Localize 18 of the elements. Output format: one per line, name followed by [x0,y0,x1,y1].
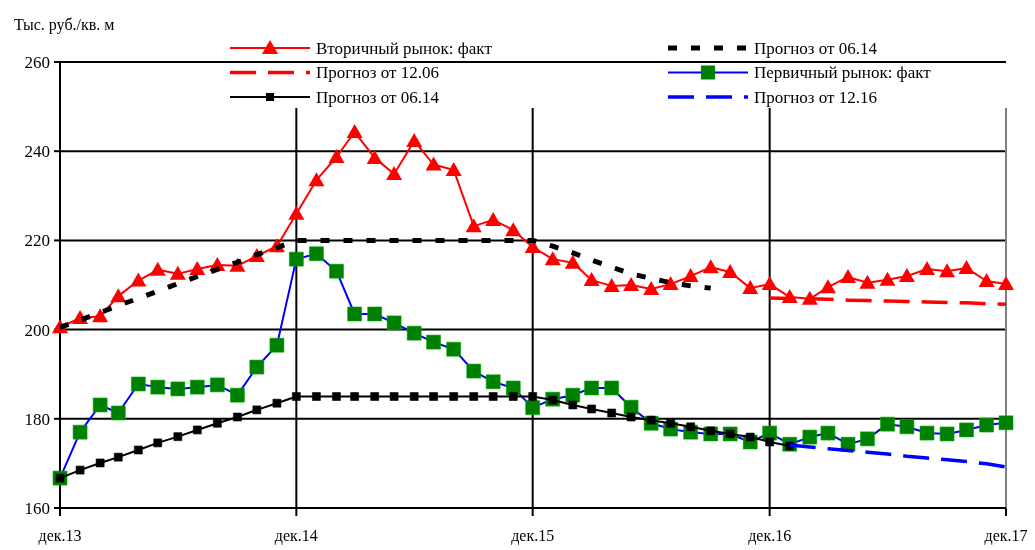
y-tick-label: 160 [24,498,50,518]
legend-label: Вторичный рынок: факт [316,38,493,58]
y-tick-label: 200 [24,320,50,340]
legend-label: Прогноз от 12.16 [754,87,878,107]
x-tick-label: дек.13 [38,527,82,545]
x-tick-label: дек.15 [511,527,555,545]
y-tick-label: 240 [24,142,50,162]
x-tick-label: дек.14 [274,527,318,545]
legend-label: Прогноз от 12.06 [316,63,440,83]
y-tick-label: 220 [24,231,50,251]
legend-label: Прогноз от 06.14 [316,87,440,107]
x-tick-label: дек.17 [984,527,1028,545]
legend-label: Прогноз от 06.14 [754,38,878,58]
y-axis-title: Тыс. руб./кв. м [14,16,115,34]
y-tick-label: 260 [24,52,50,72]
x-tick-label: дек.16 [748,527,792,545]
legend-label: Первичный рынок: факт [754,63,932,83]
y-tick-label: 180 [24,409,50,429]
